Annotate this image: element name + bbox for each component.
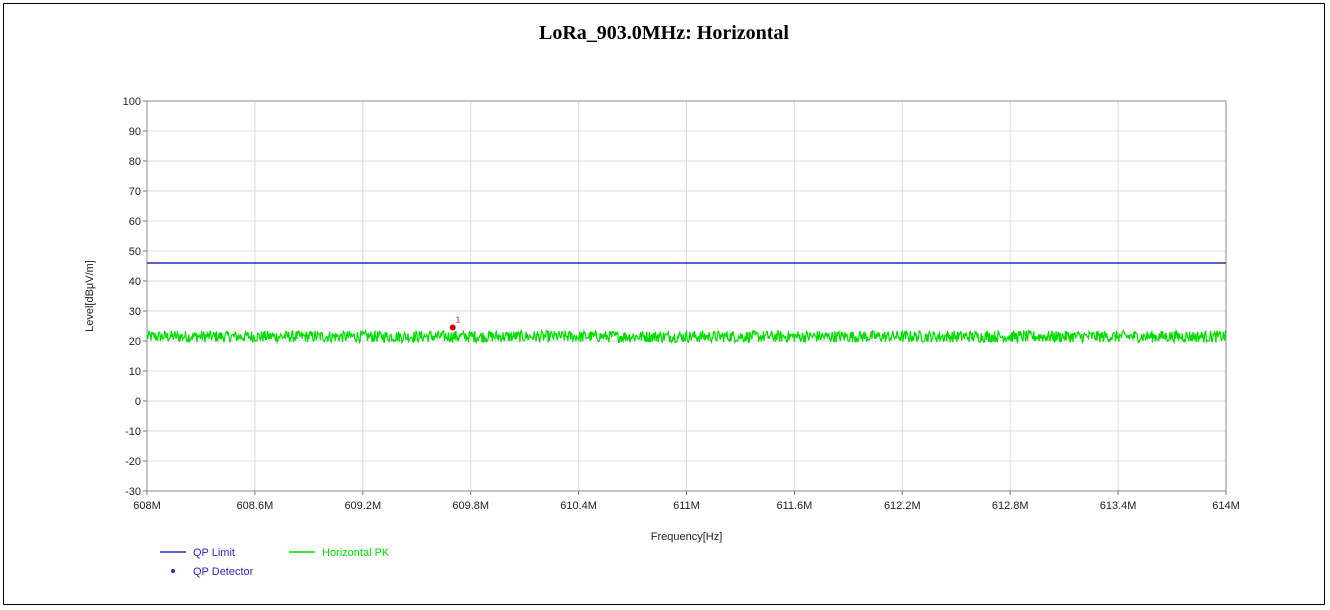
legend-label: QP Limit — [193, 547, 235, 559]
y-axis-label: Level[dBμV/m] — [84, 260, 96, 332]
x-tick-label: 609.8M — [452, 500, 489, 512]
x-tick-label: 609.2M — [344, 500, 381, 512]
x-axis-label: Frequency[Hz] — [651, 531, 723, 543]
legend-swatch — [171, 569, 175, 573]
plot-border — [146, 100, 1227, 492]
y-tick-label: 40 — [129, 276, 141, 288]
y-tick-label: 20 — [129, 336, 141, 348]
series-horizontal-pk-line — [146, 328, 1227, 345]
x-tick-label: 608M — [133, 500, 161, 512]
x-tick-label: 612.8M — [992, 500, 1029, 512]
y-tick-label: 30 — [129, 306, 141, 318]
y-tick-label: 70 — [129, 186, 141, 198]
x-tick-label: 613.4M — [1100, 500, 1137, 512]
y-tick-label: 0 — [135, 396, 141, 408]
y-tick-label: 50 — [129, 246, 141, 258]
chart-title: LoRa_903.0MHz: Horizontal — [539, 22, 789, 44]
x-tick-label: 611M — [673, 500, 700, 512]
x-tick-label: 612.2M — [884, 500, 921, 512]
y-tick-label: -10 — [125, 426, 141, 438]
x-tick-label: 614M — [1212, 500, 1240, 512]
y-tick-label: -30 — [125, 486, 141, 498]
y-tick-label: -20 — [125, 456, 141, 468]
marker-point — [449, 324, 456, 331]
x-tick-label: 608.6M — [237, 500, 274, 512]
x-tick-label: 611.6M — [776, 500, 812, 512]
legend-label: QP Detector — [193, 566, 254, 578]
marker-label: 1 — [456, 316, 461, 325]
y-tick-label: 10 — [129, 366, 141, 378]
y-tick-label: 80 — [129, 156, 141, 168]
y-tick-label: 90 — [129, 126, 141, 138]
y-tick-label: 100 — [123, 96, 141, 108]
x-tick-label: 610.4M — [560, 500, 597, 512]
legend-label: Horizontal PK — [322, 547, 390, 559]
y-tick-label: 60 — [129, 216, 141, 228]
